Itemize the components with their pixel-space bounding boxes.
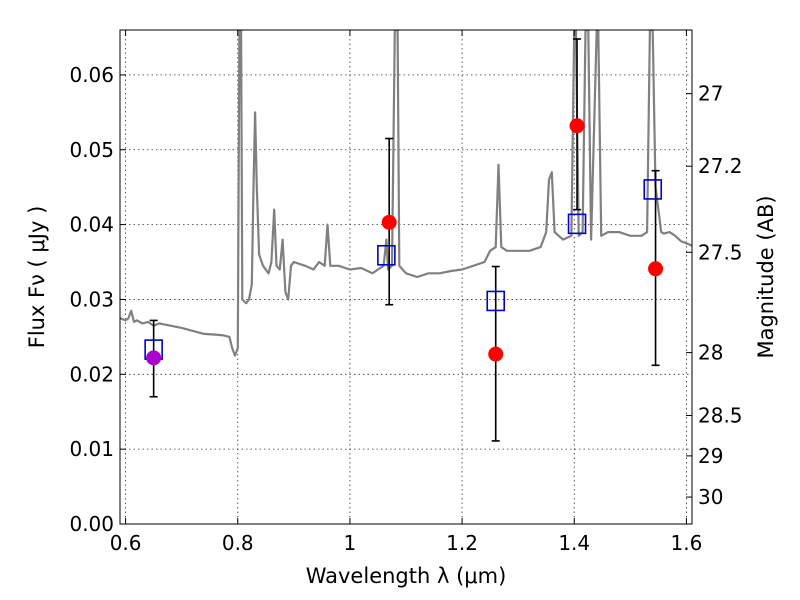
y-tick-label: 0.06 — [69, 63, 114, 87]
x-tick-label: 1.2 — [446, 531, 478, 555]
model-point — [486, 290, 506, 312]
x-tick-label: 0.8 — [222, 531, 254, 555]
axes: 0.6 0.8 1 1.2 1.4 1.6 0.00 0.01 0.02 0.03 0.04 0.05… — [69, 30, 743, 555]
observed-point — [569, 118, 585, 134]
magnitude-tick-label: 30 — [698, 485, 723, 509]
plot-area — [120, 30, 692, 442]
x-axis-label: Wavelength λ (μm) — [306, 564, 507, 588]
y-right-axis-label: Magnitude (AB) — [754, 195, 778, 358]
y-axis-label: Flux Fν ( μJy ) — [25, 206, 49, 349]
y-tick-label: 0.02 — [69, 362, 114, 386]
y-tick-label: 0.00 — [69, 512, 114, 536]
magnitude-tick-label: 28 — [698, 341, 723, 365]
x-tick-label: 1.6 — [670, 531, 702, 555]
model-point — [377, 244, 396, 266]
plot-frame — [119, 29, 693, 525]
magnitude-tick-label: 29 — [698, 444, 723, 468]
y-tick-label: 0.05 — [69, 138, 114, 162]
spectrum-line — [120, 30, 692, 357]
magnitude-tick-label: 27.2 — [698, 154, 743, 178]
x-tick-label: 1.4 — [558, 531, 590, 555]
y-tick-label: 0.01 — [69, 437, 114, 461]
observed-point — [648, 261, 664, 277]
x-tick-label: 0.6 — [110, 531, 142, 555]
magnitude-tick-label: 27 — [698, 82, 723, 106]
observed-point — [488, 346, 504, 362]
observed-point — [146, 350, 162, 366]
y-tick-label: 0.04 — [69, 213, 114, 237]
magnitude-tick-label: 28.5 — [698, 403, 743, 427]
observed-point — [381, 214, 397, 230]
model-point — [643, 179, 663, 200]
model-point — [567, 213, 587, 235]
y-tick-label: 0.03 — [69, 287, 114, 311]
grid-lines — [120, 30, 692, 524]
x-tick-label: 1 — [344, 531, 357, 555]
magnitude-tick-label: 27.5 — [698, 240, 743, 264]
